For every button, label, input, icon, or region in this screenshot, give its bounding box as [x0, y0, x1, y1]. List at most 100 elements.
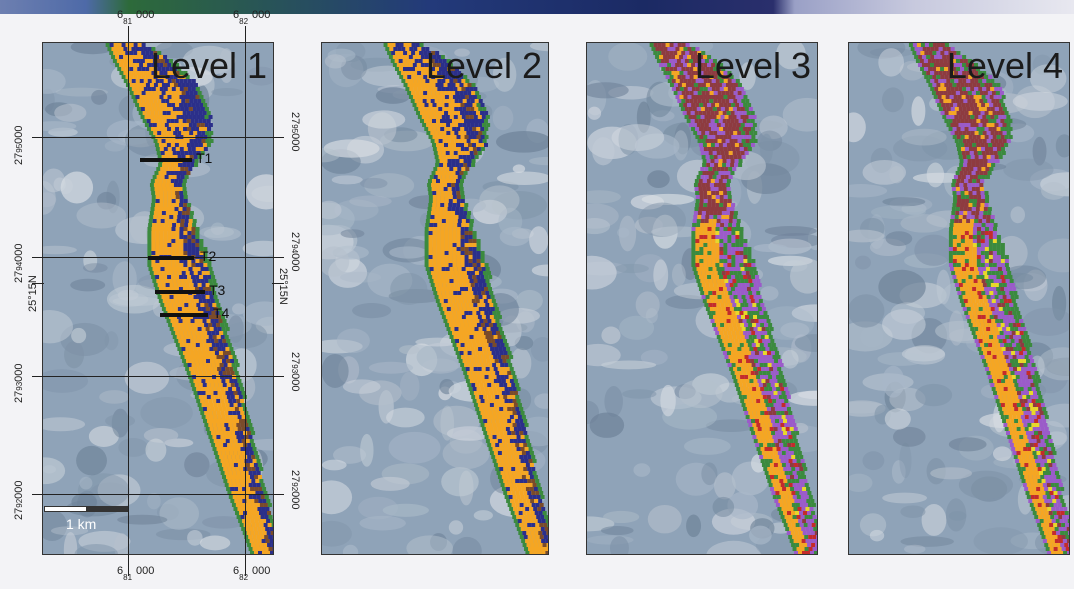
classified-pixel [459, 171, 464, 175]
classified-pixel [740, 355, 745, 359]
classified-pixel [440, 55, 445, 59]
classified-pixel [491, 299, 496, 303]
classified-pixel [456, 111, 461, 115]
classified-pixel [239, 419, 244, 423]
classified-pixel [755, 343, 760, 347]
classified-pixel [178, 287, 183, 291]
classified-pixel [536, 547, 540, 551]
classified-pixel [700, 59, 705, 63]
classified-pixel [459, 339, 464, 343]
classified-pixel [697, 211, 702, 215]
classified-pixel [470, 307, 475, 311]
classified-pixel [206, 319, 211, 323]
classified-pixel [532, 471, 537, 475]
classified-pixel [180, 167, 185, 171]
classified-pixel [486, 307, 491, 311]
classified-pixel [777, 379, 782, 383]
classified-pixel [203, 127, 208, 131]
classified-pixel [477, 303, 482, 307]
classified-pixel [466, 271, 471, 275]
classified-pixel [473, 291, 478, 295]
classified-pixel [199, 363, 204, 367]
classified-pixel [202, 359, 207, 363]
classified-pixel [465, 303, 470, 307]
classified-pixel [717, 155, 722, 159]
classified-pixel [728, 355, 733, 359]
classified-pixel [463, 299, 468, 303]
classified-pixel [451, 171, 456, 175]
classified-pixel [723, 247, 728, 251]
classified-pixel [468, 239, 473, 243]
classified-pixel [216, 355, 221, 359]
classified-pixel [174, 111, 179, 115]
classified-pixel [217, 315, 222, 319]
classified-pixel [271, 523, 273, 527]
classified-pixel [247, 431, 252, 435]
classified-pixel [207, 275, 212, 279]
classified-pixel [468, 275, 473, 279]
classified-pixel [132, 59, 137, 63]
classified-pixel [158, 163, 163, 167]
classified-pixel [495, 319, 500, 323]
classified-pixel [446, 107, 451, 111]
classified-pixel [147, 47, 152, 51]
classified-pixel [518, 499, 523, 503]
classified-pixel [216, 399, 221, 403]
classified-pixel [532, 515, 537, 519]
classified-pixel [488, 311, 493, 315]
terrain-patch [759, 115, 788, 140]
terrain-patch [104, 331, 119, 351]
classified-pixel [239, 443, 244, 447]
classified-pixel [456, 127, 461, 131]
classified-pixel [699, 95, 704, 99]
classified-pixel [401, 79, 406, 83]
classified-pixel [488, 447, 493, 451]
classified-pixel [420, 111, 425, 115]
classified-pixel [436, 243, 441, 247]
classified-pixel [480, 399, 485, 403]
classified-pixel [226, 371, 231, 375]
classified-pixel [239, 479, 244, 483]
classified-pixel [153, 271, 158, 275]
classified-pixel [515, 383, 520, 387]
classified-pixel [495, 371, 500, 375]
classified-pixel [470, 123, 475, 127]
classified-pixel [722, 179, 727, 183]
classified-pixel [742, 371, 747, 375]
classified-pixel [544, 527, 548, 531]
classified-pixel [649, 43, 654, 47]
classified-pixel [463, 119, 468, 123]
classified-pixel [204, 375, 209, 379]
classified-pixel [717, 67, 722, 71]
terrain-patch [448, 520, 464, 535]
classified-pixel [488, 375, 493, 379]
classified-pixel [750, 287, 755, 291]
classified-pixel [721, 99, 726, 103]
classified-pixel [181, 215, 186, 219]
classified-pixel [148, 115, 153, 119]
classified-pixel [725, 295, 730, 299]
classified-pixel [740, 279, 745, 283]
classified-pixel [720, 291, 725, 295]
classified-pixel [717, 295, 722, 299]
classified-pixel [468, 331, 472, 335]
classified-pixel [748, 303, 753, 307]
classified-pixel [695, 63, 700, 67]
classified-pixel [533, 487, 538, 491]
classified-pixel [750, 407, 755, 411]
classified-pixel [158, 179, 163, 183]
classified-pixel [780, 375, 785, 379]
classified-pixel [524, 447, 529, 451]
classified-pixel [247, 511, 252, 515]
classified-pixel [230, 351, 235, 355]
classified-pixel [165, 67, 170, 71]
terrain-patch [496, 130, 548, 153]
classified-pixel [234, 359, 239, 363]
classified-pixel [485, 291, 490, 295]
classified-pixel [210, 395, 215, 399]
classified-pixel [515, 455, 520, 459]
classified-pixel [229, 439, 234, 443]
classified-pixel [733, 327, 738, 331]
classified-pixel [540, 495, 545, 499]
classified-pixel [747, 331, 752, 335]
